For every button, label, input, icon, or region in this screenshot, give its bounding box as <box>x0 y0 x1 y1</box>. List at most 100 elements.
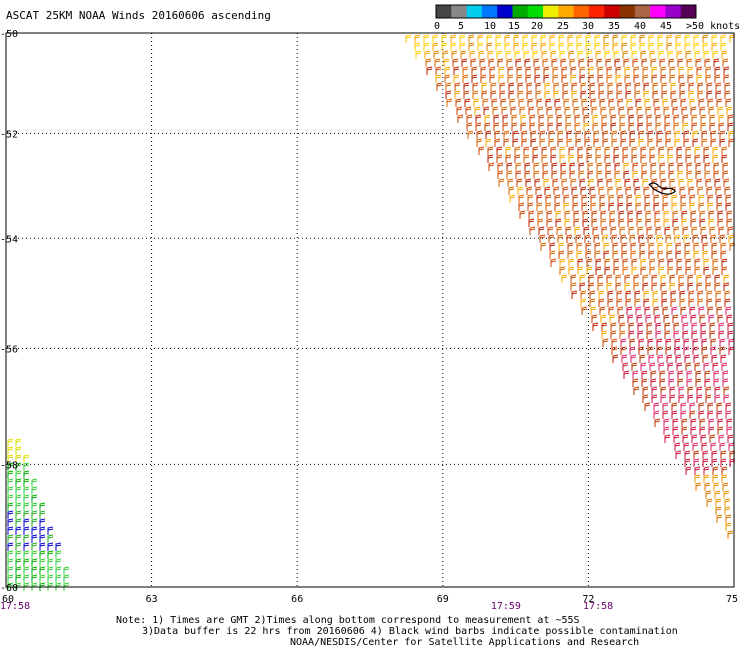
wind-barb <box>607 82 614 91</box>
wind-barb <box>702 42 709 51</box>
wind-barb <box>709 226 716 235</box>
wind-barb <box>669 282 676 291</box>
wind-barb <box>715 506 722 515</box>
scale-frame <box>435 4 697 19</box>
wind-barb <box>23 494 30 503</box>
wind-barb <box>555 210 562 219</box>
wind-barb <box>636 218 643 227</box>
wind-barb <box>544 82 551 91</box>
wind-barb <box>656 138 663 147</box>
wind-barb <box>55 542 62 551</box>
wind-barb <box>718 226 725 235</box>
wind-barb <box>519 106 526 115</box>
wind-barb <box>572 194 579 203</box>
wind-barb <box>414 34 421 43</box>
lat-label: -52 <box>0 129 18 140</box>
wind-barb <box>636 210 643 219</box>
wind-barb <box>642 66 649 75</box>
wind-barb <box>550 154 557 163</box>
wind-barb <box>464 98 471 107</box>
wind-barb <box>644 98 651 107</box>
wind-barb <box>644 194 651 203</box>
wind-barb <box>678 394 685 403</box>
wind-barb <box>481 82 488 91</box>
wind-barb <box>639 354 646 363</box>
wind-barb <box>587 170 594 179</box>
island-outline <box>648 182 676 195</box>
wind-barb <box>577 50 584 59</box>
wind-barb <box>650 162 657 171</box>
wind-barb <box>475 114 482 123</box>
wind-barb <box>568 266 575 275</box>
wind-barb <box>688 290 695 299</box>
wind-barb <box>708 314 715 323</box>
scale-swatch <box>466 5 483 18</box>
wind-barb <box>725 514 732 523</box>
wind-barb <box>727 322 734 331</box>
wind-barb <box>603 242 610 251</box>
wind-barb <box>623 370 630 379</box>
wind-barb <box>496 154 503 163</box>
wind-barb <box>728 138 735 147</box>
wind-barb <box>688 298 695 307</box>
wind-barb <box>613 154 620 163</box>
wind-barb <box>541 146 548 155</box>
wind-barb <box>679 186 686 195</box>
wind-barb <box>701 346 708 355</box>
wind-barb <box>673 322 680 331</box>
wind-barb <box>515 58 522 67</box>
wind-barb <box>609 106 616 115</box>
wind-barb <box>680 410 687 419</box>
wind-barb <box>632 162 639 171</box>
wind-barb <box>690 418 697 427</box>
wind-barb <box>549 42 556 51</box>
wind-barb <box>567 250 574 259</box>
wind-barb <box>594 42 601 51</box>
wind-barb <box>674 442 681 451</box>
wind-barb <box>677 162 684 171</box>
wind-barb <box>676 258 683 267</box>
wind-barb <box>722 370 729 379</box>
wind-barb <box>646 226 653 235</box>
wind-barb <box>578 58 585 67</box>
wind-barb <box>692 138 699 147</box>
wind-barb <box>592 226 599 235</box>
wind-barb <box>507 66 514 75</box>
wind-barb <box>709 122 716 131</box>
wind-barb <box>639 242 646 251</box>
wind-barb <box>597 274 604 283</box>
wind-barb <box>674 138 681 147</box>
wind-barb <box>659 370 666 379</box>
wind-barb <box>508 82 515 91</box>
wind-barb <box>555 106 562 115</box>
wind-barb <box>621 354 628 363</box>
wind-barb <box>536 98 543 107</box>
wind-barb <box>664 330 671 339</box>
wind-barb <box>516 74 523 83</box>
wind-barb <box>527 202 534 211</box>
wind-barb <box>628 122 635 131</box>
wind-barb <box>513 42 520 51</box>
wind-barb <box>581 98 588 107</box>
wind-barb <box>31 494 38 503</box>
wind-barb <box>714 490 721 499</box>
wind-barb <box>669 178 676 187</box>
wind-barb <box>577 258 584 267</box>
wind-barb <box>663 106 670 115</box>
wind-barb <box>682 226 689 235</box>
wind-barb <box>611 338 618 347</box>
wind-barb <box>548 130 555 139</box>
wind-barb <box>528 218 535 227</box>
wind-barb <box>47 550 54 559</box>
wind-barb <box>503 138 510 147</box>
wind-barb <box>605 170 612 179</box>
wind-barb <box>451 50 458 59</box>
wind-barb <box>576 242 583 251</box>
wind-barb <box>7 446 14 455</box>
wind-barb <box>624 274 631 283</box>
wind-barb <box>666 42 673 51</box>
wind-barb <box>545 98 552 107</box>
wind-barb <box>586 50 593 59</box>
wind-barb <box>15 494 22 503</box>
wind-barb <box>670 82 677 91</box>
